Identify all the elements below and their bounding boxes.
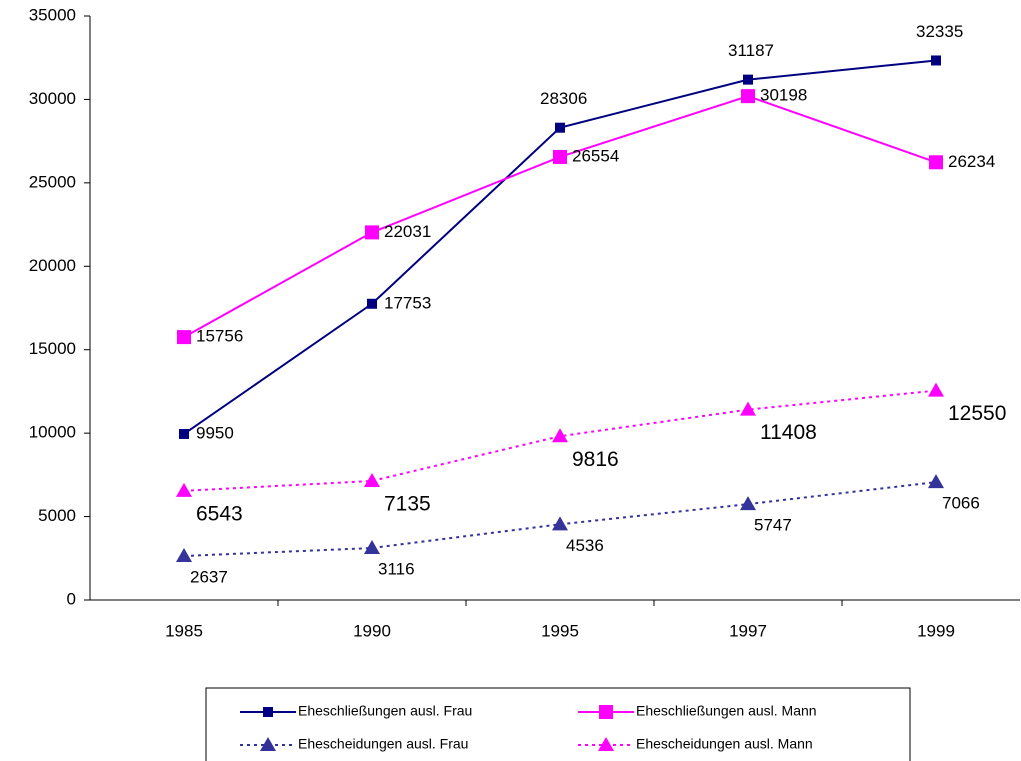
data-point (364, 472, 380, 487)
data-point (364, 540, 380, 555)
data-label: 9950 (196, 423, 234, 442)
data-label: 2637 (190, 567, 228, 586)
data-label: 5747 (754, 516, 792, 535)
series-line (183, 59, 937, 435)
y-tick-label: 35000 (29, 5, 76, 24)
data-point (553, 149, 567, 164)
data-label: 4536 (566, 536, 604, 555)
data-point (555, 122, 565, 133)
data-point (931, 55, 941, 66)
y-tick-label: 20000 (29, 256, 76, 275)
y-tick-label: 10000 (29, 423, 76, 442)
x-tick-label: 1990 (353, 621, 391, 640)
data-point (928, 382, 944, 397)
data-label: 32335 (916, 22, 963, 41)
y-tick-label: 30000 (29, 89, 76, 108)
data-label: 11408 (760, 421, 817, 444)
data-point (365, 225, 379, 240)
legend-label: Eheschließungen ausl. Mann (636, 703, 817, 719)
data-point (179, 428, 189, 439)
legend-label: Eheschließungen ausl. Frau (298, 703, 472, 719)
y-tick-label: 25000 (29, 172, 76, 191)
data-label: 6543 (196, 502, 243, 525)
legend-marker (260, 737, 276, 751)
y-tick-label: 0 (67, 589, 76, 608)
data-point (929, 155, 943, 170)
data-label: 30198 (760, 86, 807, 105)
x-tick-label: 1985 (165, 621, 203, 640)
data-point (741, 89, 755, 104)
legend-marker (263, 707, 273, 717)
x-tick-label: 1999 (917, 621, 955, 640)
legend-marker (598, 737, 614, 751)
legend-label: Ehescheidungen ausl. Mann (636, 736, 813, 752)
data-point (177, 330, 191, 345)
data-label: 7135 (384, 492, 431, 515)
data-point (552, 428, 568, 443)
data-point (176, 482, 192, 497)
data-label: 26554 (572, 146, 619, 165)
data-label: 9816 (572, 448, 619, 471)
data-label: 7066 (942, 494, 980, 513)
y-tick-label: 5000 (38, 506, 76, 525)
x-tick-label: 1997 (729, 621, 767, 640)
data-label: 22031 (384, 222, 431, 241)
data-point (740, 401, 756, 416)
x-tick-label: 1995 (541, 621, 579, 640)
data-label: 28306 (540, 89, 587, 108)
data-point (740, 496, 756, 511)
data-point (552, 516, 568, 531)
data-point (928, 474, 944, 489)
data-label: 31187 (728, 41, 774, 60)
legend-label: Ehescheidungen ausl. Frau (298, 736, 468, 752)
data-point (367, 298, 377, 309)
data-label: 15756 (196, 327, 243, 346)
data-label: 26234 (948, 152, 995, 171)
legend-box (205, 687, 911, 761)
data-label: 12550 (948, 402, 1006, 425)
data-point (743, 74, 753, 85)
legend-marker (599, 705, 613, 719)
data-label: 17753 (384, 293, 431, 312)
data-label: 3116 (378, 559, 415, 578)
y-tick-label: 15000 (29, 339, 76, 358)
data-point (176, 547, 192, 562)
